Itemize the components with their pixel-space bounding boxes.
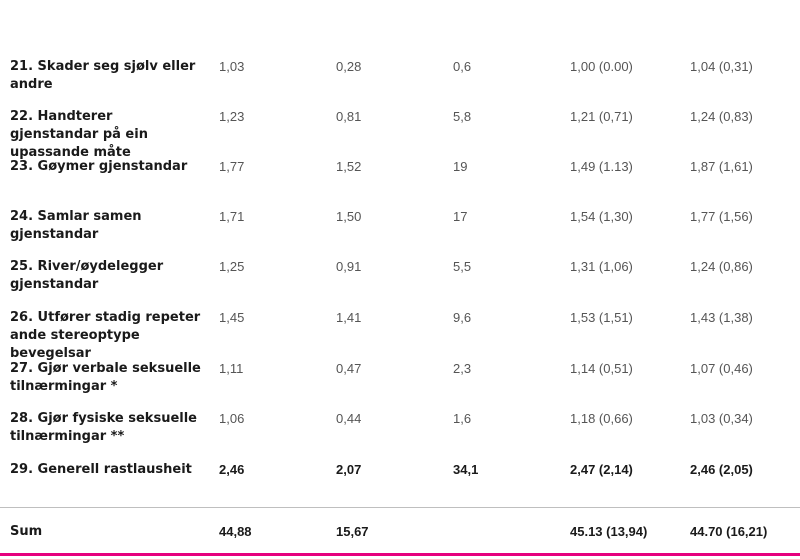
value-col-1: 1,45	[219, 310, 245, 325]
value-col-5: 1,04 (0,31)	[690, 59, 753, 74]
value-col-1: 1,03	[219, 59, 245, 74]
value-col-4: 1,31 (1,06)	[570, 259, 633, 274]
value-col-3: 2,3	[453, 361, 472, 376]
value-col-1: 1,11	[219, 361, 244, 376]
row-label: 22. Handterer gjenstandar på ein upassan…	[10, 109, 148, 160]
row-label: 24. Samlar samen gjenstandar	[10, 209, 142, 242]
sum-col-4: 45.13 (13,94)	[570, 524, 648, 539]
sum-col-5: 44.70 (16,21)	[690, 524, 768, 539]
sum-label: Sum	[10, 524, 43, 539]
value-col-5: 1,77 (1,56)	[690, 209, 753, 224]
value-col-1: 1,77	[219, 159, 245, 174]
value-col-4: 1,49 (1.13)	[570, 159, 633, 174]
value-col-4: 1,18 (0,66)	[570, 411, 633, 426]
value-col-2: 0,44	[336, 411, 362, 426]
value-col-2: 0,47	[336, 361, 362, 376]
value-col-3: 1,6	[453, 411, 472, 426]
value-col-3: 17	[453, 209, 468, 224]
value-col-5: 1,24 (0,83)	[690, 109, 753, 124]
value-col-5: 1,87 (1,61)	[690, 159, 753, 174]
value-col-3: 9,6	[453, 310, 472, 325]
value-col-4: 1,54 (1,30)	[570, 209, 633, 224]
row-label: 27. Gjør verbale seksuelle tilnærmingar …	[10, 361, 201, 394]
sum-col-2: 15,67	[336, 524, 369, 539]
value-col-4: 1,21 (0,71)	[570, 109, 633, 124]
value-col-4: 2,47 (2,14)	[570, 462, 633, 477]
value-col-4: 1,53 (1,51)	[570, 310, 633, 325]
row-label: 29. Generell rastlausheit	[10, 462, 192, 477]
value-col-1: 1,06	[219, 411, 245, 426]
table-divider	[0, 507, 800, 508]
value-col-5: 1,43 (1,38)	[690, 310, 753, 325]
value-col-3: 19	[453, 159, 468, 174]
value-col-4: 1,14 (0,51)	[570, 361, 633, 376]
value-col-2: 2,07	[336, 462, 362, 477]
value-col-2: 0,91	[336, 259, 362, 274]
value-col-1: 2,46	[219, 462, 245, 477]
value-col-2: 1,50	[336, 209, 362, 224]
value-col-3: 5,5	[453, 259, 472, 274]
value-col-5: 2,46 (2,05)	[690, 462, 753, 477]
row-label: 23. Gøymer gjenstandar	[10, 159, 188, 174]
value-col-3: 5,8	[453, 109, 472, 124]
value-col-2: 1,41	[336, 310, 362, 325]
accent-line	[0, 553, 800, 556]
value-col-1: 1,71	[219, 209, 245, 224]
value-col-3: 0,6	[453, 59, 472, 74]
value-col-2: 0,28	[336, 59, 362, 74]
row-label: 25. River/øydelegger gjenstandar	[10, 259, 164, 292]
value-col-5: 1,24 (0,86)	[690, 259, 753, 274]
value-col-1: 1,23	[219, 109, 245, 124]
row-label: 21. Skader seg sjølv eller andre	[10, 59, 196, 92]
value-col-5: 1,03 (0,34)	[690, 411, 753, 426]
value-col-2: 1,52	[336, 159, 362, 174]
value-col-5: 1,07 (0,46)	[690, 361, 753, 376]
value-col-1: 1,25	[219, 259, 245, 274]
value-col-4: 1,00 (0.00)	[570, 59, 633, 74]
value-col-3: 34,1	[453, 462, 479, 477]
row-label: 28. Gjør fysiske seksuelle tilnærmingar …	[10, 411, 197, 444]
sum-col-1: 44,88	[219, 524, 252, 539]
value-col-2: 0,81	[336, 109, 362, 124]
row-label: 26. Utfører stadig repeter ande stereopt…	[10, 310, 201, 361]
